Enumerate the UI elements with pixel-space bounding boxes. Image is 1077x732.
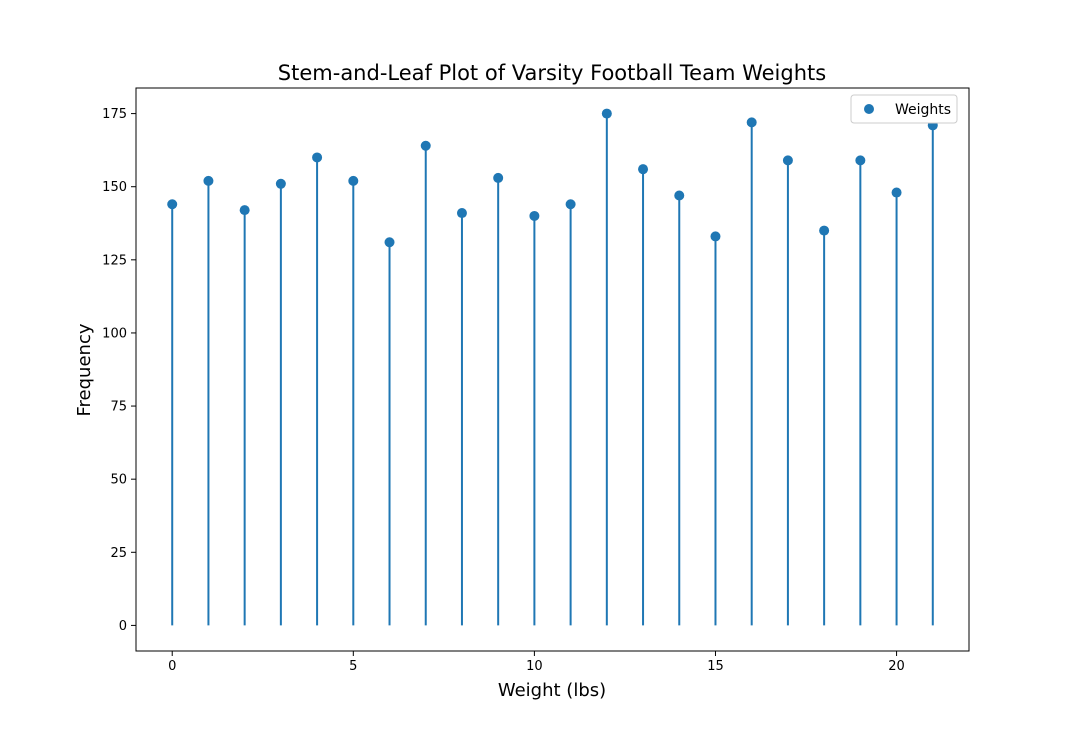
stem-marker bbox=[167, 199, 178, 210]
legend-entry: Weights bbox=[895, 102, 951, 118]
plot-frame bbox=[135, 87, 970, 652]
x-tick-label: 0 bbox=[168, 659, 176, 674]
stem-marker bbox=[601, 108, 612, 119]
stem-marker bbox=[782, 155, 793, 166]
stem-marker bbox=[456, 208, 467, 219]
stem-marker bbox=[493, 172, 504, 183]
x-tick-label: 10 bbox=[526, 659, 543, 674]
legend-box bbox=[850, 94, 958, 124]
stem-marker bbox=[710, 231, 721, 242]
stem-marker bbox=[384, 237, 395, 248]
stem-marker bbox=[746, 117, 757, 128]
stem-marker bbox=[819, 225, 830, 236]
x-tick-label: 20 bbox=[888, 659, 905, 674]
stem-marker bbox=[529, 210, 540, 221]
stem-marker bbox=[674, 190, 685, 201]
chart-title: Stem-and-Leaf Plot of Varsity Football T… bbox=[278, 61, 826, 85]
stem-marker bbox=[855, 155, 866, 166]
y-tick-label: 150 bbox=[102, 180, 127, 195]
legend-marker bbox=[864, 104, 874, 114]
x-axis-label: Weight (lbs) bbox=[498, 680, 606, 701]
stem-marker bbox=[239, 205, 250, 216]
y-tick-label: 175 bbox=[102, 107, 127, 122]
y-tick-label: 100 bbox=[102, 326, 127, 341]
stem-marker bbox=[348, 175, 359, 186]
y-axis-label: Frequency bbox=[74, 323, 95, 416]
stem-marker bbox=[420, 140, 431, 151]
y-tick-label: 25 bbox=[110, 546, 127, 561]
legend: Weights bbox=[850, 94, 958, 124]
plot-area: 0 5 10 15 20 0 25 50 75 100 125 150 175 bbox=[102, 87, 970, 674]
stem-marker bbox=[275, 178, 286, 189]
x-tick-label: 5 bbox=[349, 659, 357, 674]
stem-marker bbox=[891, 187, 902, 198]
x-tick-label: 15 bbox=[707, 659, 724, 674]
stem-marker bbox=[203, 175, 214, 186]
stem-marker bbox=[312, 152, 323, 163]
y-tick-label: 125 bbox=[102, 253, 127, 268]
stem-marker bbox=[565, 199, 576, 210]
stem-marker bbox=[638, 164, 649, 175]
y-tick-label: 0 bbox=[119, 619, 127, 634]
y-tick-label: 50 bbox=[110, 473, 127, 488]
y-tick-label: 75 bbox=[110, 400, 127, 415]
